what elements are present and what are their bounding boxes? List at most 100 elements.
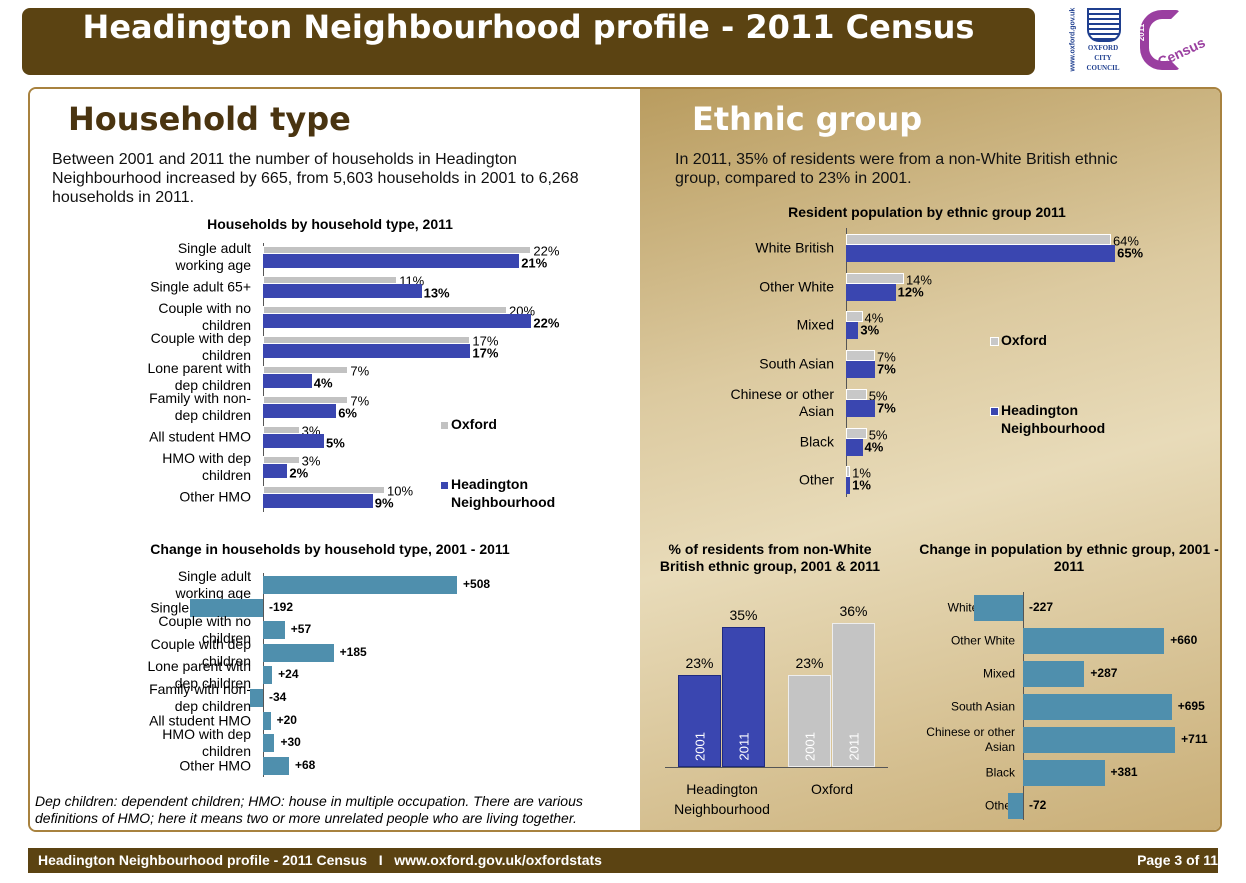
- value-label: 17%: [472, 345, 499, 361]
- bar: [263, 404, 337, 418]
- y-tick-label: Chinese or other Asian: [926, 725, 1015, 754]
- bar: [263, 246, 532, 254]
- bar: [189, 598, 263, 617]
- intro-text: Between 2001 and 2011 the number of hous…: [52, 151, 579, 206]
- y-tick-label: South Asian: [950, 699, 1015, 714]
- bar: [263, 621, 285, 640]
- y-tick-label: Other White: [759, 278, 834, 295]
- value-label: -192: [269, 599, 294, 614]
- page-title: Headington Neighbourhood profile - 2011 …: [82, 8, 975, 46]
- value-label: 4%: [864, 439, 884, 454]
- bar: [263, 643, 334, 662]
- bar: [263, 396, 349, 404]
- census-year: 2011: [1137, 23, 1147, 42]
- value-label: 3%: [301, 453, 321, 469]
- bar: [846, 427, 867, 439]
- value-label: +24: [278, 667, 299, 682]
- council-name-2: CITY: [1094, 54, 1112, 62]
- bar: [263, 336, 471, 344]
- value-label: 14%: [905, 272, 932, 288]
- bar: [722, 627, 765, 767]
- section-heading: Ethnic group: [692, 100, 923, 138]
- value-label: 5%: [868, 388, 888, 404]
- y-tick-label: Other: [984, 798, 1015, 813]
- intro-text: In 2011, 35% of residents were from a no…: [675, 151, 1118, 187]
- y-tick-label: HMO with dep children: [162, 726, 251, 760]
- value-label: 13%: [423, 285, 450, 301]
- y-tick-label: Chinese or other Asian: [730, 385, 834, 419]
- y-tick-label: HMO with dep children: [162, 450, 251, 483]
- value-label: 12%: [897, 284, 924, 300]
- bar: [263, 426, 300, 434]
- y-tick-label: Family with non-dep children: [149, 681, 251, 714]
- header-bar: [22, 8, 1035, 75]
- bar: [846, 322, 859, 340]
- value-label: -227: [1029, 600, 1054, 614]
- y-tick-label: Single adult 65+: [150, 278, 251, 295]
- value-label: +20: [276, 712, 297, 727]
- bar: [263, 254, 520, 268]
- bar: [846, 466, 851, 478]
- value-label: +695: [1177, 699, 1205, 713]
- y-tick-label: Mixed: [796, 316, 834, 333]
- bar: [846, 477, 851, 495]
- bar: [678, 675, 721, 767]
- bar: [263, 756, 289, 775]
- y-tick-label: Lone parent with dep children: [147, 360, 251, 393]
- value-label: 3%: [860, 322, 880, 338]
- legend-label: Headington Neighbourhood: [1001, 402, 1106, 436]
- bar: [263, 464, 288, 478]
- y-tick-label: Single adult working age: [175, 568, 252, 601]
- y-tick-label: Family with non-dep children: [149, 390, 251, 423]
- value-label: 7%: [350, 393, 370, 409]
- bar: [846, 438, 863, 456]
- y-tick-label: White British: [755, 239, 834, 256]
- bar: [263, 734, 275, 753]
- value-label: -34: [269, 690, 287, 704]
- value-label: 65%: [1117, 245, 1144, 261]
- value-label: 4%: [864, 310, 884, 326]
- bar: [846, 234, 1111, 245]
- bar: [263, 314, 532, 328]
- value-label: 5%: [326, 435, 345, 451]
- bar: [263, 374, 312, 388]
- y-tick-label: Couple with no children: [158, 613, 251, 647]
- value-label: +508: [463, 577, 491, 591]
- y-tick-label: Mixed: [982, 666, 1015, 681]
- value-label: +30: [280, 735, 301, 750]
- y-tick-label: Couple with no children: [158, 300, 251, 333]
- chart-title: Change in population by ethnic group, 20…: [919, 541, 1219, 574]
- bar: [846, 245, 1116, 262]
- value-label: 6%: [338, 405, 357, 421]
- value-label: 35%: [729, 607, 758, 623]
- bar: [263, 344, 471, 358]
- chart-title: % of residents from non-White British et…: [659, 541, 881, 574]
- y-tick-label: Other HMO: [179, 488, 251, 505]
- y-tick-label: Lone parent with dep children: [147, 658, 251, 692]
- value-label: +68: [294, 757, 316, 772]
- bar: [1023, 760, 1105, 786]
- y-tick-label: Other HMO: [179, 757, 251, 774]
- bar: [846, 361, 875, 379]
- bar: [263, 486, 385, 494]
- census-logo: [1140, 10, 1180, 70]
- bar: [974, 595, 1023, 621]
- value-label: +57: [290, 622, 312, 637]
- bar-series-label: 2001: [692, 732, 707, 761]
- council-crest: [1087, 8, 1121, 42]
- value-label: 7%: [876, 349, 896, 365]
- legend-swatch: [440, 481, 449, 490]
- y-tick-label: All student HMO: [149, 428, 251, 445]
- bar-series-label: 2011: [846, 732, 861, 761]
- value-label: 36%: [839, 603, 868, 619]
- footnote: Dep children: dependent children; HMO: h…: [35, 793, 583, 826]
- value-label: 22%: [533, 243, 560, 259]
- council-name-1: OXFORD: [1087, 44, 1119, 52]
- chart-title: Change in households by household type, …: [150, 541, 510, 557]
- value-label: 23%: [685, 655, 714, 671]
- section-heading: Household type: [68, 100, 351, 138]
- bar: [263, 494, 373, 508]
- y-tick-label: Black: [799, 433, 834, 449]
- bar-series-label: 2011: [736, 732, 751, 761]
- value-label: 21%: [521, 255, 548, 271]
